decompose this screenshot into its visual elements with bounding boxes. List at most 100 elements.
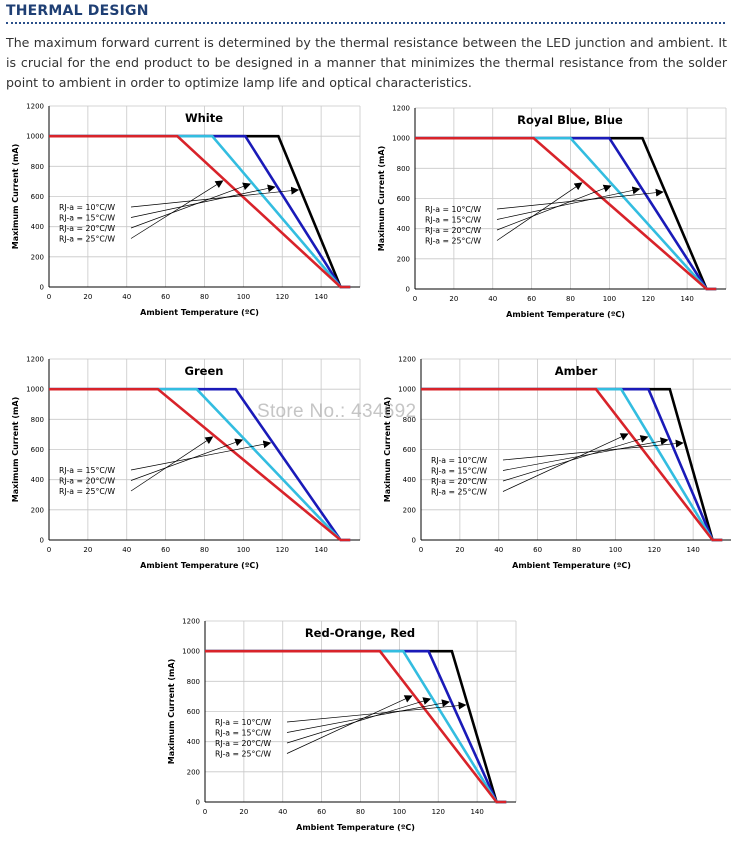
y-tick-label: 400 (403, 476, 416, 484)
x-axis-label: Ambient Temperature (ºC) (140, 561, 259, 570)
x-axis-label: Ambient Temperature (ºC) (506, 310, 625, 319)
legend-arrow-15 (502, 437, 669, 471)
x-tick-label: 120 (432, 808, 445, 816)
series-line-25 (49, 387, 351, 542)
y-tick-label: 400 (397, 225, 410, 233)
y-tick-label: 800 (187, 678, 200, 686)
y-tick-label: 1000 (26, 133, 44, 141)
store-watermark: Store No.: 434692 (257, 401, 417, 422)
y-tick-label: 600 (187, 708, 200, 716)
chart-title: Green (185, 364, 224, 378)
x-tick-label: 140 (686, 546, 699, 554)
x-tick-label: 20 (449, 295, 458, 303)
legend-arrow-15 (286, 699, 450, 733)
x-axis-label: Ambient Temperature (ºC) (140, 308, 259, 317)
legend-arrow-25 (130, 436, 214, 492)
x-tick-label: 80 (572, 546, 581, 554)
y-axis-label: Maximum Current (mA) (11, 144, 20, 249)
x-tick-label: 0 (413, 295, 417, 303)
series-line-25 (415, 136, 717, 291)
legend-arrow-10 (496, 188, 664, 210)
legend-arrow-10 (286, 701, 467, 723)
x-tick-label: 80 (200, 293, 209, 301)
x-tick-label: 20 (83, 293, 92, 301)
x-tick-label: 120 (642, 295, 655, 303)
chart-amber: 0 200 400 600 800 1000 1200 0 20 40 60 80 100 120 140 A… (383, 356, 731, 570)
y-tick-label: 400 (31, 223, 44, 231)
y-tick-label: 1200 (392, 105, 410, 113)
y-tick-label: 1200 (26, 103, 44, 111)
legend-label-10: RJ-a = 10°C/W (59, 203, 115, 212)
x-tick-label: 100 (237, 293, 250, 301)
y-axis-label: Maximum Current (mA) (167, 659, 176, 764)
x-tick-label: 100 (237, 546, 250, 554)
y-tick-label: 1200 (26, 356, 44, 364)
x-tick-label: 140 (680, 295, 693, 303)
x-tick-label: 40 (488, 295, 497, 303)
x-tick-label: 100 (603, 295, 616, 303)
y-tick-label: 1000 (392, 135, 410, 143)
legend-label-10: RJ-a = 10°C/W (425, 205, 481, 214)
legend-arrow-10 (502, 439, 684, 461)
legend-arrow-20 (130, 182, 251, 229)
y-tick-label: 0 (40, 537, 44, 545)
x-tick-label: 0 (203, 808, 207, 816)
x-tick-label: 40 (278, 808, 287, 816)
chart-title: Red-Orange, Red (305, 626, 415, 640)
legend-arrow-25 (502, 433, 629, 492)
legend-label-20: RJ-a = 20°C/W (425, 226, 481, 235)
y-tick-label: 1200 (182, 618, 200, 626)
x-tick-label: 60 (161, 293, 170, 301)
y-tick-label: 400 (31, 476, 44, 484)
legend-label-10: RJ-a = 10°C/W (215, 718, 271, 727)
y-axis-label: Maximum Current (mA) (377, 146, 386, 251)
y-tick-label: 600 (31, 446, 44, 454)
legend-arrow-25 (286, 695, 413, 754)
y-tick-label: 600 (397, 195, 410, 203)
x-tick-label: 20 (83, 546, 92, 554)
chart-green: 0 200 400 600 800 1000 1200 0 20 40 60 80 100 120 140 A… (11, 356, 361, 570)
legend-arrow-25 (130, 180, 224, 239)
x-tick-label: 40 (122, 293, 131, 301)
section-body: The maximum forward current is determine… (6, 35, 727, 90)
x-tick-label: 60 (161, 546, 170, 554)
chart-title: Amber (555, 364, 598, 378)
y-tick-label: 200 (403, 506, 416, 514)
x-tick-label: 60 (527, 295, 536, 303)
x-tick-label: 140 (470, 808, 483, 816)
y-tick-label: 200 (31, 253, 44, 261)
series-line-25 (205, 649, 507, 804)
x-tick-label: 40 (122, 546, 131, 554)
y-tick-label: 400 (187, 738, 200, 746)
x-tick-label: 20 (455, 546, 464, 554)
legend-label-20: RJ-a = 20°C/W (431, 477, 487, 486)
x-tick-label: 0 (419, 546, 423, 554)
y-tick-label: 1000 (182, 648, 200, 656)
y-tick-label: 200 (397, 255, 410, 263)
legend-label-20: RJ-a = 20°C/W (215, 739, 271, 748)
y-tick-label: 1000 (26, 386, 44, 394)
legend-label-25: RJ-a = 25°C/W (215, 750, 271, 759)
x-tick-label: 140 (314, 546, 327, 554)
y-tick-label: 800 (403, 416, 416, 424)
series-line-25 (421, 387, 723, 542)
x-tick-label: 100 (609, 546, 622, 554)
legend-label-25: RJ-a = 25°C/W (59, 235, 115, 244)
x-tick-label: 120 (276, 293, 289, 301)
legend-arrow-25 (496, 182, 583, 241)
legend-label-20: RJ-a = 20°C/W (59, 224, 115, 233)
legend-arrow-15 (130, 184, 276, 218)
legend-label-15: RJ-a = 15°C/W (59, 466, 115, 475)
legend-arrow-20 (496, 184, 612, 231)
x-tick-label: 40 (494, 546, 503, 554)
legend-arrow-20 (502, 435, 649, 482)
legend-label-25: RJ-a = 25°C/W (431, 488, 487, 497)
y-tick-label: 600 (31, 193, 44, 201)
series-line-25 (49, 134, 351, 289)
legend-arrow-15 (496, 186, 641, 220)
y-tick-label: 0 (406, 286, 410, 294)
chart-royal-blue: 0 200 400 600 800 1000 1200 0 20 40 60 80 100 120 140 A… (377, 105, 727, 319)
legend-label-25: RJ-a = 25°C/W (59, 487, 115, 496)
legend-arrow-20 (130, 438, 244, 481)
